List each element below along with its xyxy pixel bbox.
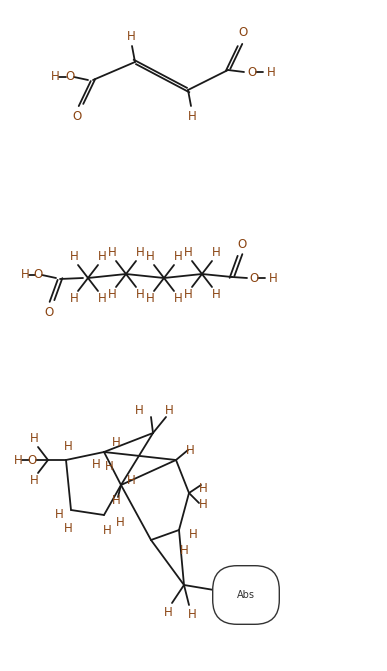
Text: H: H (108, 246, 116, 260)
Text: H: H (269, 272, 277, 285)
Text: O: O (27, 454, 37, 466)
Text: O: O (247, 66, 257, 79)
Text: O: O (45, 305, 54, 319)
Text: H: H (92, 458, 100, 470)
Text: H: H (199, 499, 207, 511)
Text: H: H (217, 601, 226, 613)
Text: H: H (174, 250, 182, 264)
Text: H: H (98, 250, 106, 264)
Text: H: H (63, 440, 72, 452)
Text: H: H (127, 474, 135, 486)
Text: H: H (30, 433, 38, 446)
Text: H: H (21, 268, 29, 282)
Text: H: H (212, 289, 220, 301)
Text: H: H (98, 293, 106, 305)
Text: H: H (55, 509, 63, 521)
Text: H: H (146, 293, 154, 305)
Text: H: H (186, 444, 194, 456)
Text: H: H (51, 70, 59, 83)
Text: H: H (111, 493, 120, 507)
Text: H: H (188, 109, 196, 123)
Text: H: H (135, 246, 144, 260)
Text: H: H (104, 460, 113, 474)
Text: O: O (238, 25, 248, 38)
Text: Abs: Abs (237, 590, 255, 600)
Text: H: H (135, 289, 144, 301)
Text: O: O (65, 70, 75, 83)
Text: H: H (188, 609, 196, 621)
Text: H: H (146, 250, 154, 264)
Text: H: H (180, 544, 188, 556)
Text: H: H (70, 250, 79, 264)
Text: H: H (183, 289, 192, 301)
Text: H: H (188, 529, 197, 541)
Text: H: H (63, 521, 72, 535)
Text: H: H (164, 607, 172, 619)
Text: H: H (212, 246, 220, 260)
Text: O: O (33, 268, 43, 282)
Text: H: H (116, 517, 124, 529)
Text: H: H (135, 405, 143, 417)
Text: H: H (127, 30, 135, 42)
Text: H: H (108, 289, 116, 301)
Text: H: H (70, 293, 79, 305)
Text: H: H (267, 66, 276, 79)
Text: H: H (183, 246, 192, 260)
Text: O: O (237, 238, 247, 250)
Text: H: H (14, 454, 22, 466)
Text: O: O (249, 272, 259, 285)
Text: H: H (111, 435, 120, 448)
Text: H: H (30, 474, 38, 488)
Text: H: H (103, 525, 111, 537)
Text: H: H (164, 405, 173, 417)
Text: H: H (199, 482, 207, 495)
Text: O: O (72, 111, 82, 123)
Text: H: H (174, 293, 182, 305)
